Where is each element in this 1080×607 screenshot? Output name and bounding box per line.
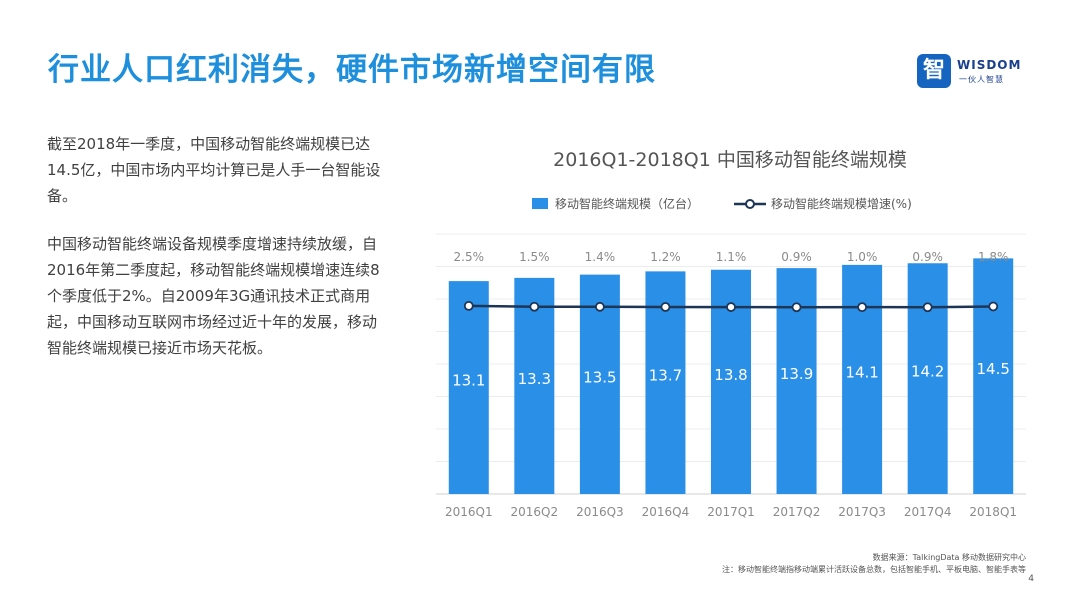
x-tick-label: 2016Q3 — [576, 505, 624, 519]
growth-line-series — [463, 300, 999, 313]
bar — [907, 263, 948, 494]
growth-point — [660, 302, 671, 312]
legend-swatch-marker — [745, 199, 755, 209]
summary-paragraph-1: 截至2018年一季度，中国移动智能终端规模已达14.5亿，中国市场内平均计算已是… — [47, 135, 381, 205]
page-title: 行业人口红利消失，硬件市场新增空间有限 — [48, 52, 656, 88]
growth-value-label: 1.5% — [519, 250, 550, 264]
growth-point — [988, 301, 999, 312]
x-tick-label: 2017Q1 — [707, 505, 755, 519]
summary-paragraph-2: 中国移动智能终端设备规模季度增速持续放缓，自2016年第二季度起，移动智能终端规… — [47, 235, 380, 357]
bar-value-label: 13.5 — [583, 368, 616, 386]
definition-note: 注：移动智能终端指移动端累计活跃设备总数，包括智能手机、平板电脑、智能手表等 — [722, 565, 1026, 574]
growth-value-label: 1.4% — [585, 250, 616, 264]
growth-point — [529, 301, 540, 312]
bar-value-label: 14.5 — [977, 360, 1010, 378]
chart-title: 2016Q1-2018Q1 中国移动智能终端规模 — [553, 149, 907, 171]
growth-point — [857, 302, 868, 313]
bar — [448, 281, 489, 494]
x-tick-label: 2017Q3 — [838, 505, 886, 519]
bar-value-label: 13.1 — [452, 372, 485, 390]
logo-subtitle: 一伙人智慧 — [959, 75, 1004, 84]
x-tick-label: 2018Q1 — [969, 505, 1017, 519]
growth-value-label: 2.5% — [454, 250, 485, 264]
chart-labels: 13.1 2016Q1 13.3 2016Q2 13.5 2016Q3 13.7 2016Q4… — [445, 250, 1017, 519]
growth-point — [726, 302, 736, 312]
x-tick-label: 2016Q2 — [511, 505, 559, 519]
bar — [514, 277, 555, 494]
bar-value-label: 14.1 — [845, 363, 878, 381]
growth-point — [594, 301, 605, 312]
growth-value-label: 0.9% — [912, 250, 943, 264]
growth-point — [463, 300, 474, 311]
legend-label-bar: 移动智能终端规模（亿台） — [555, 196, 699, 211]
growth-value-label: 0.9% — [781, 250, 812, 264]
chart-legend: 移动智能终端规模（亿台） 移动智能终端规模增速(%) — [532, 196, 912, 211]
data-source-note: 数据来源：TalkingData 移动数据研究中心 — [872, 553, 1026, 562]
bar-value-label: 14.2 — [911, 363, 944, 381]
page-number: 4 — [1028, 574, 1034, 584]
x-tick-label: 2017Q2 — [773, 505, 821, 519]
growth-value-label: 1.8% — [978, 250, 1009, 264]
growth-point — [922, 302, 933, 313]
wisdom-logo: 智 WISDOM 一伙人智慧 — [917, 54, 1027, 90]
x-tick-label: 2016Q1 — [445, 505, 493, 519]
x-tick-label: 2016Q4 — [642, 505, 690, 519]
bar-value-label: 13.9 — [780, 365, 813, 383]
growth-value-label: 1.0% — [847, 250, 878, 264]
growth-point — [791, 302, 802, 313]
bar — [973, 258, 1014, 494]
logo-wordmark: WISDOM — [957, 58, 1022, 72]
legend-swatch-bar — [532, 198, 548, 209]
bar-value-label: 13.8 — [714, 366, 747, 384]
growth-value-label: 1.2% — [650, 250, 681, 264]
growth-value-label: 1.1% — [716, 250, 747, 264]
x-tick-label: 2017Q4 — [904, 505, 952, 519]
bar-value-label: 13.7 — [649, 367, 682, 385]
legend-label-line: 移动智能终端规模增速(%) — [771, 196, 912, 211]
bar-value-label: 13.3 — [518, 370, 551, 388]
logo-mark-icon: 智 — [917, 54, 951, 88]
